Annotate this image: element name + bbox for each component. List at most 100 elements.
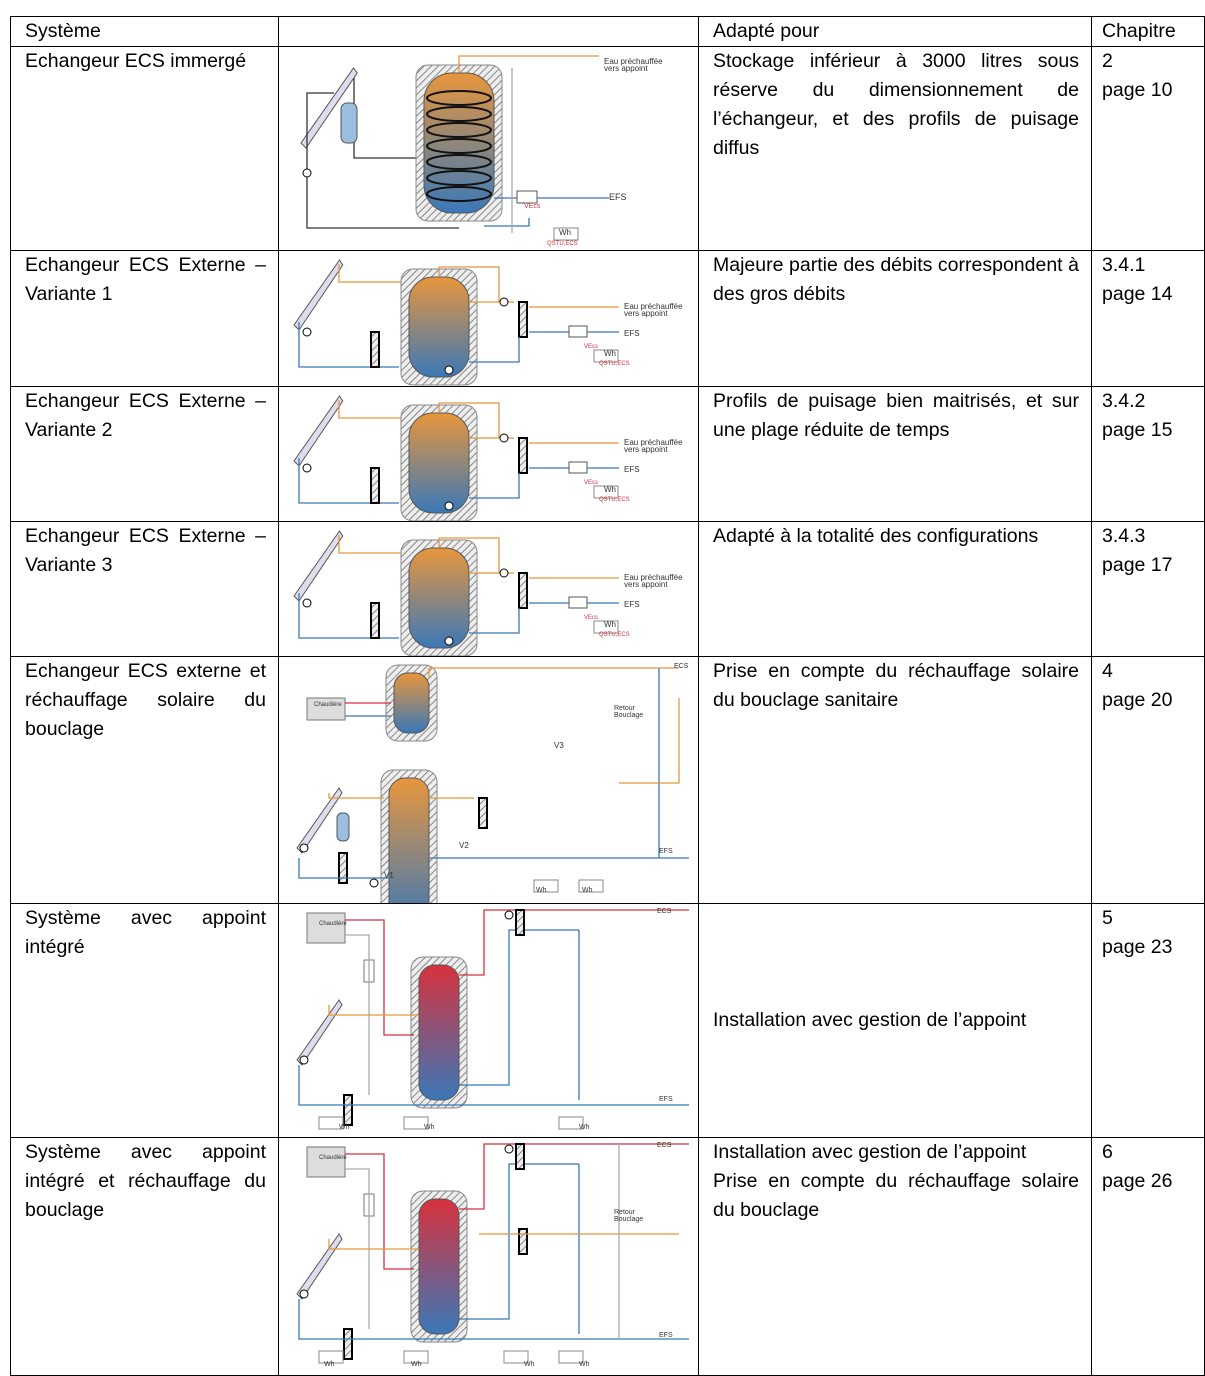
- pipe: [345, 1167, 370, 1329]
- boiler: [306, 1146, 346, 1177]
- diagram-label: EFS: [624, 600, 640, 609]
- exchanger: [568, 596, 588, 608]
- heat-exchanger: [515, 1142, 525, 1170]
- pipe: [298, 321, 399, 368]
- diagram-label: QSTU,ECS: [599, 497, 630, 503]
- heat-exchanger: [478, 796, 488, 829]
- system-name: Système avec appoint intégré: [25, 907, 266, 958]
- pump: [302, 598, 312, 607]
- diagram-label: VEcs: [584, 615, 598, 621]
- coil: [426, 121, 492, 138]
- chapter-number: 5: [1102, 907, 1113, 929]
- diagram-cell: Eau préchauffée vers appoint EFS VEcs Wh QSTU…: [278, 521, 699, 657]
- header-row: Système Adapté pour Chapitre: [10, 16, 1205, 47]
- diagram-label: Retour: [614, 1209, 636, 1216]
- diagram-label: Wh: [324, 1361, 335, 1368]
- diagram-label: Eau préchauffée: [624, 302, 683, 311]
- system-cell: Echangeur ECS immergé: [10, 46, 279, 251]
- pipe: [328, 792, 384, 799]
- coil: [426, 137, 492, 154]
- diagram-label: ECS: [657, 908, 672, 915]
- diagram-label: Retour: [614, 705, 636, 712]
- diagram-label: VEcs: [584, 480, 598, 486]
- pipe: [458, 54, 599, 73]
- header-cell: Chapitre: [1091, 16, 1205, 47]
- suited-text: Profils de puisage bien maitrisés, et su…: [713, 390, 1079, 441]
- suited-text: Prise en compte du réchauffage solaire d…: [713, 1170, 1079, 1221]
- solar-collector: [300, 66, 358, 149]
- chapter-page: page 10: [1102, 79, 1173, 101]
- tank: [408, 412, 470, 513]
- diagram-label: Wh: [604, 349, 616, 358]
- meter-box: [318, 1116, 344, 1129]
- chapter-cell: 3.4.3 page 17: [1091, 521, 1205, 657]
- diagram-label: QSTU,ECS: [547, 241, 578, 247]
- chapter-cell: 5 page 23: [1091, 903, 1205, 1138]
- meter-box: [318, 1350, 344, 1363]
- diagram-label: EFS: [659, 1332, 673, 1339]
- tank: [408, 276, 470, 377]
- diagram-label: Chaudière: [314, 702, 342, 708]
- diagram-label: Bouclage: [614, 1216, 643, 1223]
- pipe: [298, 857, 389, 879]
- system-name: Echangeur ECS Externe – Variante 2: [25, 390, 266, 441]
- heat-exchanger: [370, 330, 380, 368]
- tank: [418, 964, 460, 1100]
- diagram-label: Chaudière: [319, 1155, 347, 1161]
- chapter-number: 4: [1102, 660, 1113, 682]
- pipe: [298, 592, 399, 639]
- suited-cell: Stockage inférieur à 3000 litres sous ré…: [698, 46, 1092, 251]
- meter-box: [403, 1350, 429, 1363]
- meter-box: [593, 349, 619, 362]
- diagram-label: Wh: [536, 887, 547, 894]
- tank: [393, 672, 430, 733]
- table-row: Echangeur ECS immergé Eau préchauffée vers…: [10, 46, 1205, 251]
- system-diagram: ECS Chaudière EFS Wh Wh Wh: [296, 908, 689, 1131]
- pipe: [306, 91, 459, 229]
- suited-cell: Adapté à la totalité des configurations: [698, 521, 1092, 657]
- diagram-label: Wh: [524, 1361, 535, 1368]
- header-cell: Système: [10, 16, 279, 47]
- expansion-vessel: [340, 102, 358, 143]
- table-row: Système avec appoint intégré ECS Chaudière…: [10, 903, 1205, 1138]
- diagram-label: EFS: [609, 192, 627, 202]
- meter-box: [593, 485, 619, 498]
- solar-collector: [296, 998, 343, 1066]
- pipe: [428, 666, 679, 678]
- heat-exchanger: [370, 466, 380, 504]
- chapter-number: 6: [1102, 1141, 1113, 1163]
- suited-text: Majeure partie des débits correspondent …: [713, 254, 1079, 305]
- pump: [444, 365, 454, 374]
- diagram-label: Bouclage: [614, 712, 643, 719]
- system-name: Echangeur ECS externe et réchauffage sol…: [25, 660, 266, 740]
- pipe: [469, 336, 520, 363]
- pump: [299, 1055, 309, 1064]
- table-body: Système Adapté pour Chapitre Echangeur E…: [10, 16, 1205, 1376]
- pipe: [298, 1298, 689, 1340]
- header-cell: [278, 16, 699, 47]
- meter-box: [558, 1116, 584, 1129]
- diagram-label: Wh: [579, 1361, 590, 1368]
- suited-cell: Majeure partie des débits correspondent …: [698, 250, 1092, 387]
- boiler: [306, 697, 346, 720]
- diagram-label: EFS: [624, 465, 640, 474]
- heat-exchanger: [343, 1093, 353, 1126]
- pump: [444, 636, 454, 645]
- diagram-label: EFS: [624, 329, 640, 338]
- suited-text: Stockage inférieur à 3000 litres sous ré…: [713, 50, 1079, 159]
- heat-exchanger: [518, 436, 528, 474]
- diagram-label: Wh: [411, 1361, 422, 1368]
- exchanger: [568, 325, 588, 337]
- heat-exchanger: [343, 1327, 353, 1360]
- pipe: [298, 1064, 689, 1106]
- diagram-label: ECS: [657, 1142, 672, 1149]
- diagram-cell: ECS Chaudière Retour Bouclage EFS Wh Wh Wh Wh: [278, 1137, 699, 1376]
- system-cell: Echangeur ECS Externe – Variante 1: [10, 250, 279, 387]
- system-cell: Echangeur ECS Externe – Variante 2: [10, 386, 279, 522]
- pump: [299, 1289, 309, 1298]
- chapter-page: page 23: [1102, 936, 1173, 958]
